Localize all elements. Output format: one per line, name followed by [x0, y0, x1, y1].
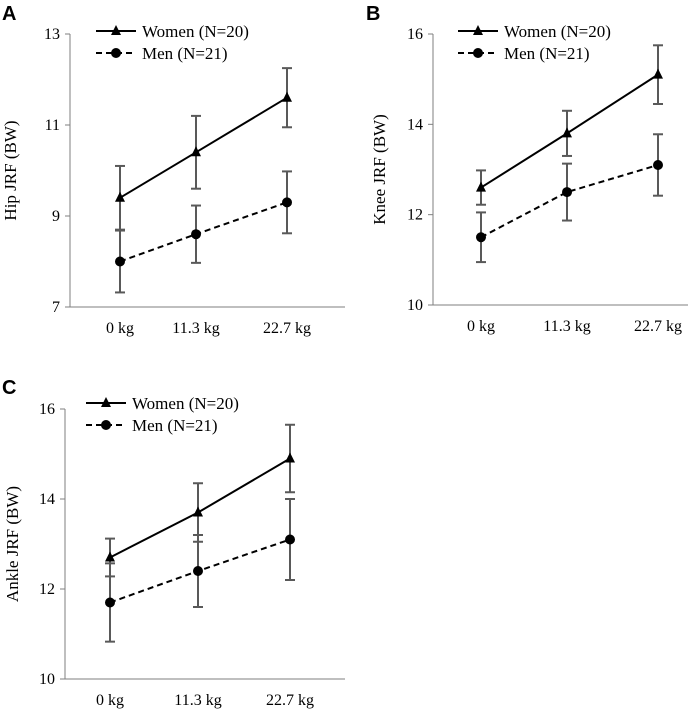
legend-label: Women (N=20)	[504, 22, 611, 41]
y-tick-label: 7	[52, 299, 60, 316]
x-tick-label: 11.3 kg	[172, 320, 219, 337]
data-point-circle	[105, 597, 115, 608]
data-point-circle	[562, 187, 572, 198]
chart-panel-a: A 7 9 11 13 0 kg 11.3 kg 22.7 kg Hip JRF (BW) Wom…	[1, 3, 345, 337]
data-point-circle	[285, 534, 295, 545]
data-point-triangle	[193, 506, 203, 517]
legend-marker-circle	[473, 48, 483, 58]
y-tick-label: 11	[45, 117, 60, 134]
series-line	[480, 73, 659, 189]
y-tick-label: 16	[407, 26, 423, 43]
legend-label: Women (N=20)	[142, 22, 249, 41]
data-point-triangle	[476, 181, 486, 192]
legend-marker-circle	[101, 420, 111, 430]
y-tick-label: 14	[407, 116, 423, 133]
y-tick-label: 12	[39, 581, 55, 598]
y-tick-label: 16	[39, 401, 55, 418]
panel-label: C	[2, 377, 16, 399]
legend-label: Men (N=21)	[142, 44, 228, 63]
data-point-triangle	[115, 191, 125, 202]
data-point-circle	[476, 232, 486, 243]
chart-panel-c: C 10 12 14 16 0 kg 11.3 kg 22.7 kg Ankle JRF (BW…	[2, 377, 345, 709]
x-tick-label: 0 kg	[467, 318, 495, 335]
legend-marker-triangle	[111, 25, 121, 35]
legend-marker-triangle	[101, 397, 111, 407]
data-point-triangle	[191, 146, 201, 157]
y-tick-label: 12	[407, 207, 423, 224]
data-point-circle	[193, 566, 203, 576]
y-axis-title: Hip JRF (BW)	[1, 120, 20, 220]
y-axis-title: Knee JRF (BW)	[370, 114, 389, 224]
data-point-triangle	[562, 127, 572, 138]
chart-panel-b: B 10 12 14 16 0 kg 11.3 kg 22.7 kg Knee JRF (BW)…	[366, 3, 688, 335]
y-tick-label: 13	[44, 26, 60, 43]
data-point-circle	[653, 159, 663, 170]
x-tick-label: 0 kg	[106, 320, 134, 337]
y-tick-label: 10	[39, 671, 55, 688]
y-tick-label: 9	[52, 208, 60, 225]
data-point-triangle	[105, 551, 115, 562]
panel-label: A	[2, 3, 16, 25]
series-line	[119, 96, 288, 199]
data-point-circle	[191, 229, 201, 240]
series-line	[119, 201, 288, 263]
y-tick-label: 10	[407, 297, 423, 314]
y-tick-label: 14	[39, 491, 55, 508]
panel-label: B	[366, 3, 380, 25]
x-tick-label: 11.3 kg	[174, 692, 221, 709]
data-point-triangle	[285, 452, 295, 463]
legend-marker-triangle	[473, 25, 483, 35]
data-point-triangle	[282, 91, 292, 102]
y-axis-title: Ankle JRF (BW)	[3, 486, 22, 602]
data-point-circle	[115, 256, 125, 267]
series-line	[480, 164, 659, 239]
x-tick-label: 11.3 kg	[543, 318, 590, 335]
x-tick-label: 0 kg	[96, 692, 124, 709]
legend-marker-circle	[111, 48, 121, 58]
legend-label: Men (N=21)	[132, 416, 218, 435]
x-tick-label: 22.7 kg	[263, 320, 311, 337]
x-tick-label: 22.7 kg	[266, 692, 314, 709]
x-tick-label: 22.7 kg	[634, 318, 682, 335]
data-point-triangle	[653, 68, 663, 79]
legend-label: Men (N=21)	[504, 44, 590, 63]
legend-label: Women (N=20)	[132, 394, 239, 413]
data-point-circle	[282, 197, 292, 208]
